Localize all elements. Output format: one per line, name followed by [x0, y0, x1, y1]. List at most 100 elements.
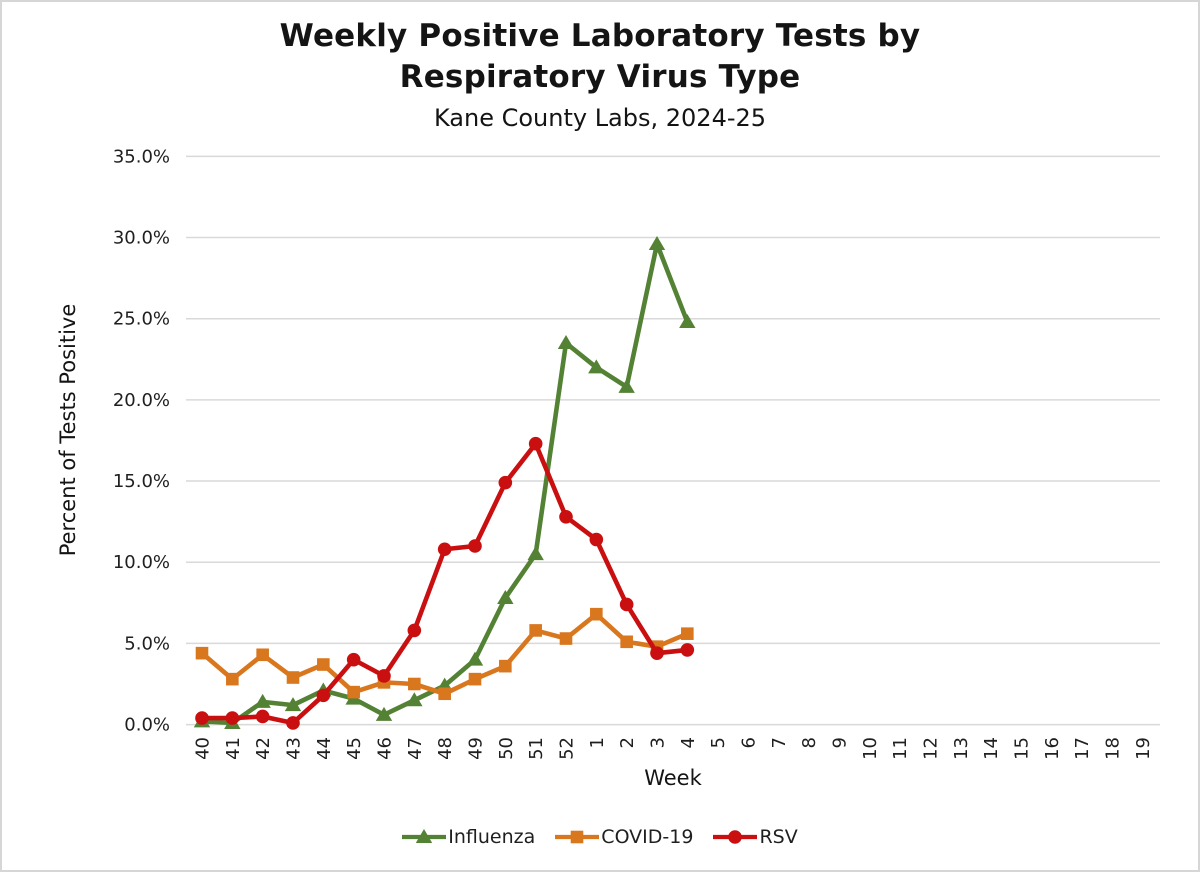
legend-label-influenza: Influenza	[448, 826, 536, 848]
data-point-influenza-week-49	[466, 651, 484, 666]
x-tick-label: 3	[647, 737, 668, 748]
data-point-influenza-week-43	[284, 697, 302, 712]
x-axis-title: Week	[644, 766, 702, 790]
data-point-covid-19-week-2	[620, 635, 633, 649]
data-point-covid-19-week-1	[590, 607, 603, 621]
legend-item-influenza: Influenza	[402, 826, 535, 848]
x-tick-label: 2	[617, 737, 638, 748]
x-tick-label: 46	[374, 737, 395, 760]
y-tick-label: 5.0%	[124, 633, 170, 654]
legend-marker-influenza	[416, 829, 433, 843]
x-tick-label: 51	[526, 737, 547, 760]
legend-marker-rsv	[728, 830, 743, 844]
data-point-rsv-week-49	[468, 539, 482, 553]
data-point-influenza-week-51	[527, 546, 544, 561]
x-tick-label: 50	[496, 737, 517, 760]
data-point-covid-19-week-43	[286, 671, 300, 684]
legend-item-covid-19: COVID-19	[555, 826, 693, 848]
data-point-influenza-week-1	[588, 359, 605, 374]
x-tick-label: 1	[587, 737, 608, 748]
data-point-rsv-week-4	[680, 643, 695, 657]
data-point-rsv-week-2	[619, 597, 634, 612]
legend-label-rsv: RSV	[759, 826, 798, 848]
data-point-covid-19-week-51	[529, 624, 542, 637]
data-point-rsv-week-51	[528, 436, 543, 451]
legend: Influenza COVID-19 RSV	[2, 826, 1198, 848]
x-tick-label: 48	[435, 737, 456, 760]
x-tick-label: 11	[890, 737, 911, 760]
legend-item-rsv: RSV	[713, 826, 798, 848]
x-tick-label: 6	[738, 737, 759, 748]
data-point-covid-19-week-52	[559, 632, 573, 645]
x-tick-label: 9	[829, 737, 850, 748]
data-point-influenza-week-47	[406, 692, 423, 707]
series-line-influenza	[199, 241, 690, 726]
x-tick-label: 12	[920, 737, 941, 760]
x-tick-label: 43	[283, 737, 304, 760]
data-point-influenza-week-50	[497, 589, 514, 604]
data-point-rsv-week-52	[559, 509, 573, 524]
data-point-influenza-week-52	[557, 335, 575, 350]
data-point-covid-19-week-41	[226, 672, 239, 686]
data-point-covid-19-week-4	[681, 627, 694, 640]
x-tick-label: 8	[799, 737, 820, 748]
y-tick-label: 25.0%	[113, 309, 170, 330]
x-tick-label: 7	[769, 737, 790, 748]
x-tick-label: 10	[860, 737, 881, 760]
chart-subtitle: Kane County Labs, 2024-25	[433, 104, 767, 132]
x-tick-label: 14	[981, 737, 1002, 760]
data-point-influenza-week-3	[648, 236, 666, 251]
data-point-rsv-week-43	[286, 716, 300, 730]
data-point-rsv-week-48	[437, 542, 452, 557]
data-point-rsv-week-44	[316, 688, 331, 703]
y-tick-label: 15.0%	[113, 471, 170, 492]
chart-title-line1: Weekly Positive Laboratory Tests by	[279, 18, 921, 54]
data-point-covid-19-week-40	[195, 646, 209, 660]
x-tick-label: 17	[1072, 737, 1093, 760]
chart-title-line2: Respiratory Virus Type	[399, 59, 801, 95]
data-point-rsv-week-40	[195, 711, 209, 725]
data-point-covid-19-week-50	[499, 659, 512, 673]
x-tick-label: 5	[708, 737, 729, 748]
x-tick-label: 15	[1011, 737, 1032, 760]
data-point-rsv-week-42	[255, 709, 270, 724]
data-point-rsv-week-50	[498, 475, 513, 490]
data-point-influenza-week-2	[618, 378, 635, 393]
data-point-influenza-week-4	[679, 313, 696, 328]
data-point-rsv-week-45	[346, 652, 361, 667]
y-tick-label: 35.0%	[113, 146, 170, 167]
data-point-covid-19-week-47	[408, 677, 421, 691]
x-tick-label: 44	[314, 737, 335, 760]
y-tick-label: 20.0%	[113, 390, 170, 411]
x-tick-label: 18	[1102, 737, 1123, 760]
legend-label-covid-19: COVID-19	[601, 826, 694, 848]
legend-square-marker-icon	[555, 830, 600, 844]
legend-circle-marker-icon	[713, 830, 758, 844]
x-tick-label: 13	[951, 737, 972, 760]
x-tick-label: 40	[193, 737, 214, 760]
x-tick-label: 52	[556, 737, 577, 760]
y-tick-label: 0.0%	[124, 715, 170, 736]
data-point-influenza-week-42	[254, 693, 271, 708]
x-tick-label: 16	[1042, 737, 1063, 760]
data-point-covid-19-week-44	[317, 658, 330, 671]
data-point-rsv-week-1	[589, 532, 604, 547]
data-point-covid-19-week-45	[347, 685, 360, 699]
x-tick-label: 47	[405, 737, 426, 760]
data-point-covid-19-week-42	[256, 648, 269, 662]
data-point-rsv-week-46	[377, 669, 391, 683]
data-point-rsv-week-47	[407, 623, 422, 638]
x-tick-label: 4	[678, 737, 699, 748]
data-point-covid-19-week-48	[438, 687, 451, 701]
data-point-rsv-week-41	[225, 711, 240, 725]
x-tick-label: 19	[1133, 737, 1154, 760]
y-tick-label: 30.0%	[113, 228, 170, 249]
data-point-influenza-week-46	[375, 706, 393, 721]
legend-triangle-marker-icon	[402, 829, 447, 843]
data-point-rsv-week-3	[650, 646, 664, 660]
legend-marker-covid-19	[570, 830, 584, 844]
x-tick-label: 49	[465, 737, 486, 760]
x-tick-label: 42	[253, 737, 274, 760]
